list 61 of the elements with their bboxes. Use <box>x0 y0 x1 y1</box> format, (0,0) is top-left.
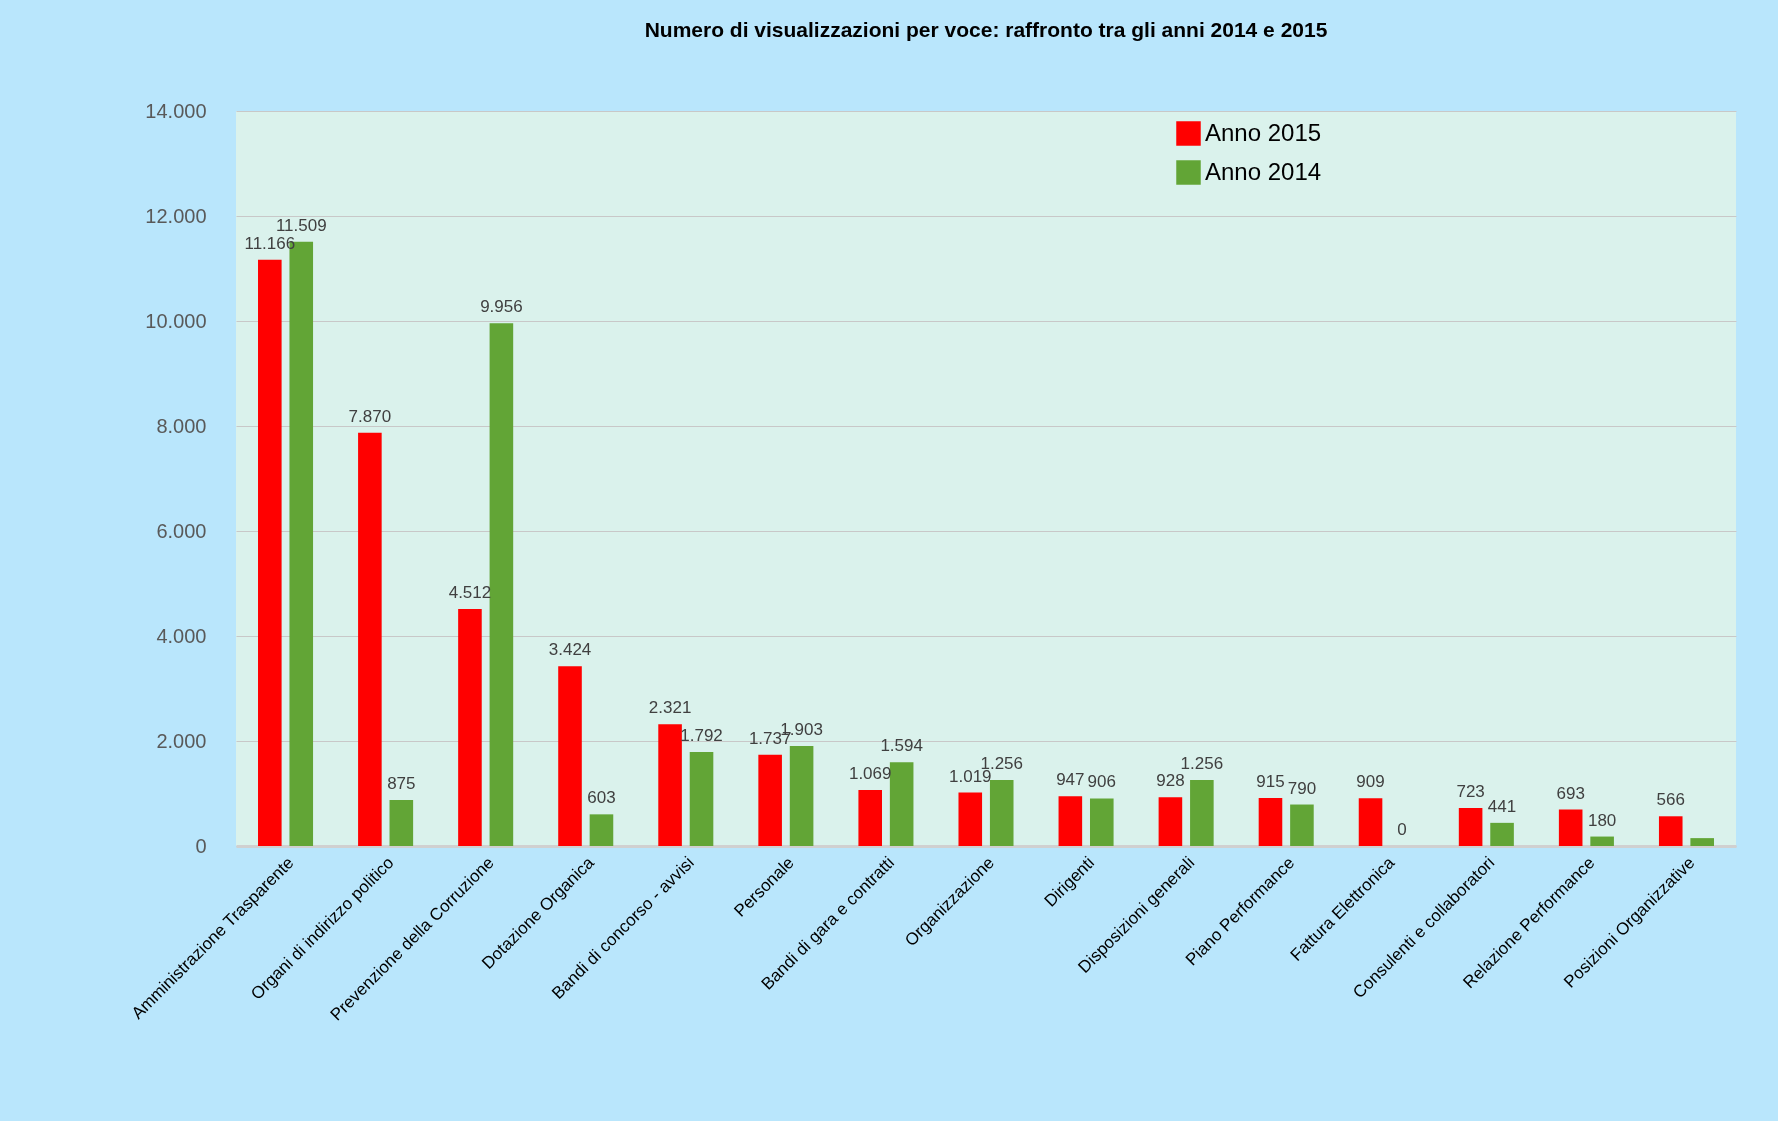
data-label: 603 <box>587 788 616 808</box>
data-label: 11.166 <box>244 233 296 253</box>
bar <box>1258 797 1283 846</box>
bar <box>1658 816 1683 846</box>
y-tick-label: 4.000 <box>156 624 207 647</box>
bar <box>758 754 782 846</box>
data-label: 906 <box>1087 772 1116 792</box>
bar <box>558 666 582 846</box>
y-tick-label: 12.000 <box>145 204 207 227</box>
y-tick-label: 14.000 <box>145 99 207 122</box>
bar <box>1558 809 1583 846</box>
data-label: 2.321 <box>648 698 692 718</box>
bar <box>589 814 614 846</box>
data-label: 1.256 <box>1180 754 1224 774</box>
data-label: 3.424 <box>548 640 592 660</box>
data-label: 909 <box>1356 772 1385 792</box>
data-label: 180 <box>1587 810 1617 830</box>
data-label: 947 <box>1056 770 1085 790</box>
bar <box>958 792 983 846</box>
data-label: 7.870 <box>348 406 392 426</box>
data-label: 723 <box>1456 782 1485 802</box>
bar <box>689 751 714 846</box>
bar <box>889 762 914 846</box>
y-tick-label: 0 <box>195 834 207 857</box>
data-label: 875 <box>387 774 416 794</box>
bar <box>1090 798 1114 846</box>
bar <box>1058 796 1083 846</box>
bar <box>658 724 682 846</box>
y-tick-label: 8.000 <box>156 414 207 437</box>
bar <box>389 800 414 846</box>
bar <box>458 609 482 846</box>
bar <box>1690 838 1714 846</box>
bar <box>789 746 814 846</box>
data-label: 566 <box>1656 790 1685 810</box>
bar <box>1158 797 1183 846</box>
bar <box>258 259 282 846</box>
data-label: 915 <box>1256 771 1285 791</box>
chart-title: Numero di visualizzazioni per voce: raffronto tra gli anni 2014 e 2015 <box>644 18 1328 41</box>
bar <box>858 789 882 846</box>
bar <box>1358 798 1383 846</box>
bar <box>1190 780 1214 846</box>
legend-label: Anno 2014 <box>1205 157 1322 185</box>
legend-label: Anno 2015 <box>1205 118 1322 146</box>
bar <box>1290 804 1314 846</box>
bar <box>989 780 1014 846</box>
data-label: 790 <box>1287 778 1317 798</box>
data-label: 0 <box>1397 820 1407 839</box>
y-tick-label: 2.000 <box>156 729 207 752</box>
data-label: 928 <box>1156 771 1185 791</box>
data-label: 1.594 <box>880 736 923 756</box>
data-label: 441 <box>1487 796 1517 816</box>
y-tick-label: 10.000 <box>145 309 207 332</box>
data-label: 9.956 <box>480 297 523 317</box>
bar <box>358 432 382 846</box>
data-label: 11.509 <box>275 215 327 235</box>
bar <box>1490 822 1514 846</box>
data-label: 693 <box>1556 783 1585 803</box>
y-tick-label: 6.000 <box>156 519 207 542</box>
bar <box>1458 808 1483 846</box>
bar <box>1590 836 1614 846</box>
bar <box>489 323 514 846</box>
